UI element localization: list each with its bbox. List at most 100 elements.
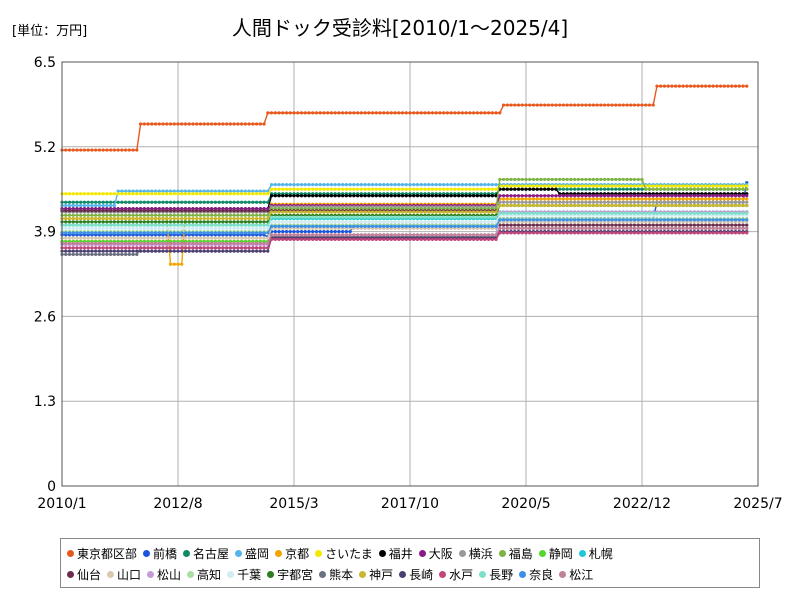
data-point: [105, 231, 109, 235]
legend-swatch: [67, 550, 74, 557]
data-point: [254, 216, 259, 221]
data-point: [97, 216, 102, 221]
legend-swatch: [275, 550, 283, 557]
data-point: [363, 194, 367, 198]
data-point: [168, 231, 173, 235]
legend-label: 松山: [157, 568, 182, 582]
data-point: [86, 246, 90, 250]
data-point: [685, 197, 689, 201]
data-point: [311, 237, 315, 242]
data-point: [90, 216, 94, 221]
data-point: [284, 111, 289, 115]
data-point: [240, 231, 244, 235]
data-point: [157, 249, 161, 253]
data-point: [314, 194, 319, 198]
data-point: [479, 215, 483, 219]
data-point: [288, 183, 292, 187]
data-point: [445, 237, 450, 242]
data-point: [109, 249, 113, 253]
data-point: [303, 237, 307, 242]
data-point: [75, 226, 79, 230]
data-point: [408, 224, 412, 228]
data-point: [666, 197, 670, 201]
data-point: [393, 111, 397, 115]
data-point: [524, 203, 528, 208]
data-point: [730, 200, 734, 204]
data-point: [341, 230, 345, 234]
data-point: [109, 220, 113, 224]
unit-label: [単位：万円]: [12, 24, 88, 39]
data-point: [539, 218, 543, 222]
data-point: [599, 194, 603, 198]
data-point: [243, 249, 247, 253]
data-point: [453, 215, 457, 219]
data-point: [281, 224, 285, 228]
data-point: [183, 231, 188, 235]
data-point: [292, 194, 296, 198]
data-point: [524, 218, 528, 222]
data-point: [554, 203, 558, 208]
data-point: [700, 184, 704, 188]
legend-item: 前橋: [143, 545, 177, 562]
series-line: [62, 183, 747, 207]
data-point: [453, 220, 457, 224]
y-tick-label: 6.5: [34, 55, 56, 71]
data-point: [191, 236, 195, 240]
data-point: [516, 103, 521, 107]
data-point: [685, 211, 689, 215]
data-point: [299, 194, 304, 198]
data-point: [715, 223, 719, 227]
data-point: [225, 213, 229, 217]
legend-label: 大阪: [428, 547, 453, 561]
data-point: [299, 220, 304, 224]
data-point: [711, 211, 715, 215]
data-point: [318, 237, 322, 242]
data-point: [412, 237, 416, 242]
data-point: [438, 111, 442, 115]
data-point: [453, 194, 457, 198]
data-point: [640, 211, 644, 215]
data-point: [584, 223, 588, 227]
data-point: [116, 220, 120, 224]
data-point: [221, 200, 225, 204]
legend-item: 奈良: [519, 566, 553, 583]
data-point: [595, 203, 599, 208]
data-point: [722, 231, 726, 235]
data-point: [138, 209, 143, 213]
data-point: [434, 111, 438, 115]
data-point: [348, 233, 352, 237]
data-point: [228, 122, 232, 126]
data-point: [674, 226, 678, 230]
data-point: [501, 226, 506, 230]
data-point: [404, 194, 408, 198]
data-point: [419, 224, 423, 228]
data-point: [689, 200, 693, 204]
data-point: [718, 200, 723, 204]
data-point: [505, 203, 509, 208]
series-さいたま: [60, 184, 749, 196]
data-point: [516, 231, 521, 235]
data-point: [277, 224, 281, 228]
data-point: [692, 187, 696, 191]
data-point: [490, 187, 494, 191]
data-point: [284, 230, 289, 234]
data-point: [659, 200, 663, 204]
data-point: [561, 218, 566, 222]
data-point: [378, 183, 382, 187]
data-point: [509, 187, 513, 191]
data-point: [236, 122, 240, 126]
data-point: [288, 230, 292, 234]
data-point: [378, 220, 382, 224]
data-point: [378, 194, 382, 198]
data-point: [588, 200, 592, 204]
data-point: [543, 223, 547, 227]
data-point: [472, 210, 476, 214]
data-point: [292, 215, 296, 219]
data-point: [610, 187, 614, 191]
data-point: [64, 223, 68, 227]
data-point: [79, 200, 83, 204]
data-point: [135, 241, 139, 245]
data-point: [520, 177, 524, 182]
legend-swatch: [538, 550, 546, 557]
data-point: [370, 194, 375, 198]
